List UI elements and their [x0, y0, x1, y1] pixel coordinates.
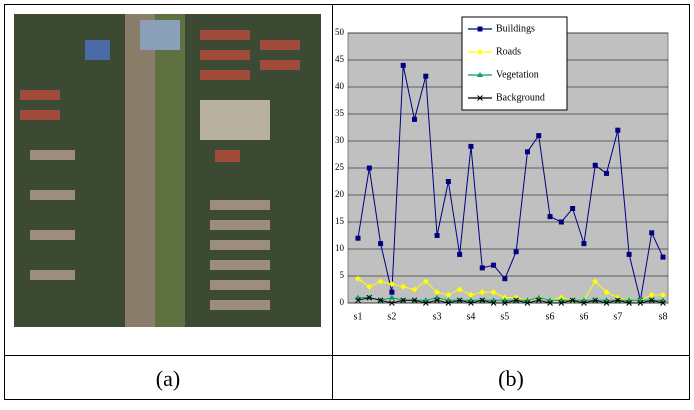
caption: (a)	[156, 366, 180, 391]
marker	[423, 74, 428, 79]
marker	[559, 220, 564, 225]
marker	[536, 133, 541, 138]
legend-label: Background	[496, 92, 545, 103]
marker	[446, 179, 451, 184]
marker	[367, 166, 372, 171]
y-tick-label: 50	[335, 27, 345, 37]
marker	[412, 117, 417, 122]
legend-marker	[478, 27, 483, 32]
y-tick-label: 30	[335, 135, 345, 145]
aerial-image	[14, 14, 321, 327]
marker	[435, 233, 440, 238]
marker	[615, 128, 620, 133]
y-tick-label: 0	[340, 297, 345, 307]
marker	[661, 255, 666, 260]
marker	[356, 236, 361, 241]
marker	[378, 241, 383, 246]
y-tick-label: 40	[335, 81, 345, 91]
y-tick-label: 35	[335, 108, 345, 118]
marker	[649, 230, 654, 235]
y-tick-label: 10	[335, 243, 345, 253]
marker	[548, 214, 553, 219]
legend-label: Buildings	[496, 23, 535, 34]
y-tick-label: 45	[335, 54, 345, 64]
x-tick-label: s5	[500, 311, 509, 322]
marker	[525, 149, 530, 154]
marker	[468, 144, 473, 149]
marker	[593, 163, 598, 168]
x-tick-label: s8	[659, 311, 668, 322]
marker	[480, 265, 485, 270]
caption: (b)	[498, 366, 524, 391]
legend-label: Roads	[496, 46, 521, 57]
marker	[491, 263, 496, 268]
y-tick-label: 25	[335, 162, 345, 172]
marker	[604, 171, 609, 176]
x-tick-label: s2	[387, 311, 396, 322]
marker	[401, 63, 406, 68]
marker	[457, 252, 462, 257]
legend-label: Vegetation	[496, 69, 539, 80]
marker	[502, 276, 507, 281]
x-tick-label: s6	[546, 311, 555, 322]
x-tick-label: s7	[613, 311, 622, 322]
y-tick-label: 5	[340, 270, 345, 280]
marker	[570, 206, 575, 211]
figure: (a) (b) 0 5 10 15 20 25 30 35 40 45 50 s1 s2 s3 s4 s5 s6…	[0, 0, 694, 405]
y-tick-label: 20	[335, 189, 345, 199]
x-tick-label: s1	[354, 311, 363, 322]
marker	[389, 290, 394, 295]
x-tick-label: s4	[467, 311, 476, 322]
marker	[581, 241, 586, 246]
marker	[627, 252, 632, 257]
x-tick-label: s6	[579, 311, 588, 322]
marker	[514, 249, 519, 254]
y-tick-label: 15	[335, 216, 345, 226]
x-tick-label: s3	[433, 311, 442, 322]
